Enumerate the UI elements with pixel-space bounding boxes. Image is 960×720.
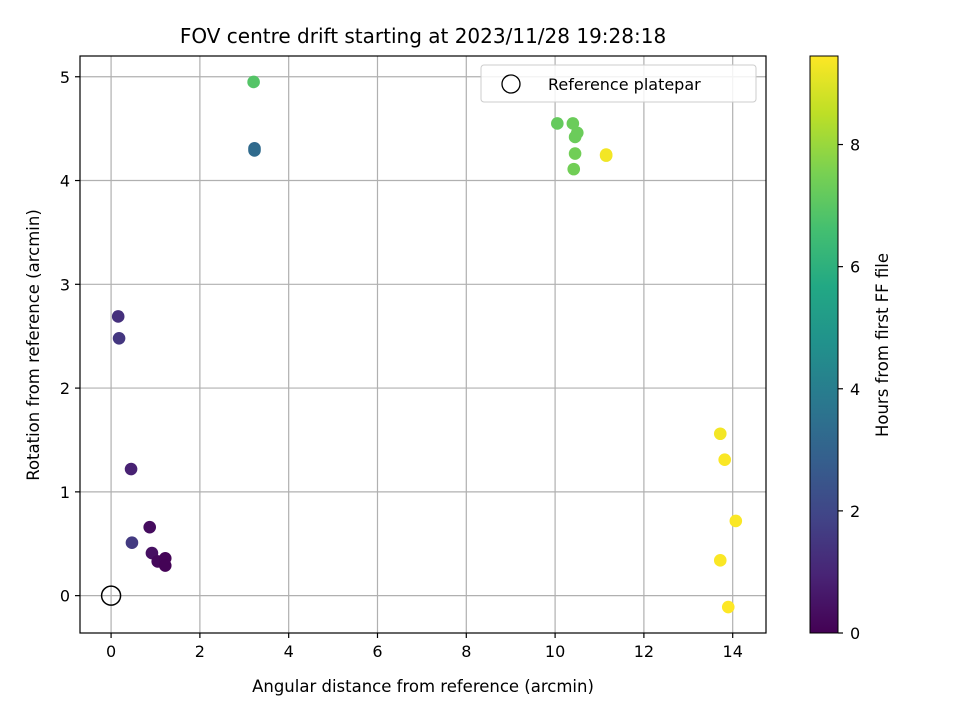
data-point <box>713 427 727 441</box>
x-tick-label: 4 <box>284 642 294 661</box>
data-point <box>158 559 172 572</box>
data-point <box>124 462 138 476</box>
y-axis-label: Rotation from reference (arcmin) <box>24 209 43 481</box>
legend-reference-marker <box>501 74 521 94</box>
legend: Reference platepar <box>480 64 757 103</box>
colorbar-tick-label: 4 <box>850 380 860 399</box>
data-point <box>718 453 732 466</box>
data-point <box>248 144 261 157</box>
data-point <box>125 536 139 550</box>
x-tick-label: 0 <box>106 642 116 661</box>
colorbar-tick-label: 0 <box>850 624 860 643</box>
y-tick-label: 0 <box>60 587 70 606</box>
y-tick-label: 1 <box>60 483 70 502</box>
legend-box <box>480 64 757 103</box>
y-tick-label: 5 <box>60 68 70 87</box>
data-point <box>247 75 260 89</box>
chart-title: FOV centre drift starting at 2023/11/28 … <box>180 24 666 48</box>
y-tick-label: 3 <box>60 275 70 294</box>
plot-frame <box>79 55 767 634</box>
colorbar-gradient <box>809 55 839 634</box>
data-point <box>551 117 564 130</box>
colorbar-label: Hours from first FF file <box>873 253 892 437</box>
y-tick-label: 2 <box>60 379 70 398</box>
data-point <box>599 148 613 161</box>
data-point <box>570 126 584 140</box>
colorbar-tick-label: 2 <box>850 502 860 521</box>
data-point <box>713 554 727 567</box>
data-point <box>111 310 125 323</box>
x-tick-label: 14 <box>723 642 743 661</box>
reference-marker-layer <box>100 585 122 606</box>
data-point <box>143 520 157 534</box>
data-point <box>566 117 580 130</box>
legend-entry-reference: Reference platepar <box>548 75 701 94</box>
x-tick-label: 2 <box>195 642 205 661</box>
x-tick-label: 10 <box>545 642 565 661</box>
x-axis-ticks: 0 2 4 6 8 10 12 14 <box>106 633 743 661</box>
x-tick-label: 8 <box>461 642 471 661</box>
data-point <box>721 600 735 614</box>
colorbar-tick-label: 8 <box>850 136 860 155</box>
x-tick-label: 6 <box>372 642 382 661</box>
y-tick-label: 4 <box>60 172 70 191</box>
data-point <box>729 514 743 528</box>
data-point <box>568 147 582 160</box>
data-point <box>112 331 126 345</box>
colorbar-ticks: 0 2 4 6 8 <box>838 136 860 643</box>
plot-area <box>80 56 766 633</box>
x-axis-label: Angular distance from reference (arcmin) <box>252 677 594 696</box>
colorbar: 0 2 4 6 8 Hours from first FF file <box>809 55 892 643</box>
x-tick-label: 12 <box>634 642 654 661</box>
reference-platepar-marker <box>100 585 122 606</box>
colorbar-tick-label: 6 <box>850 258 860 277</box>
y-axis-ticks: 0 1 2 3 4 5 <box>60 68 80 606</box>
data-points <box>111 75 743 614</box>
data-point <box>567 162 581 176</box>
